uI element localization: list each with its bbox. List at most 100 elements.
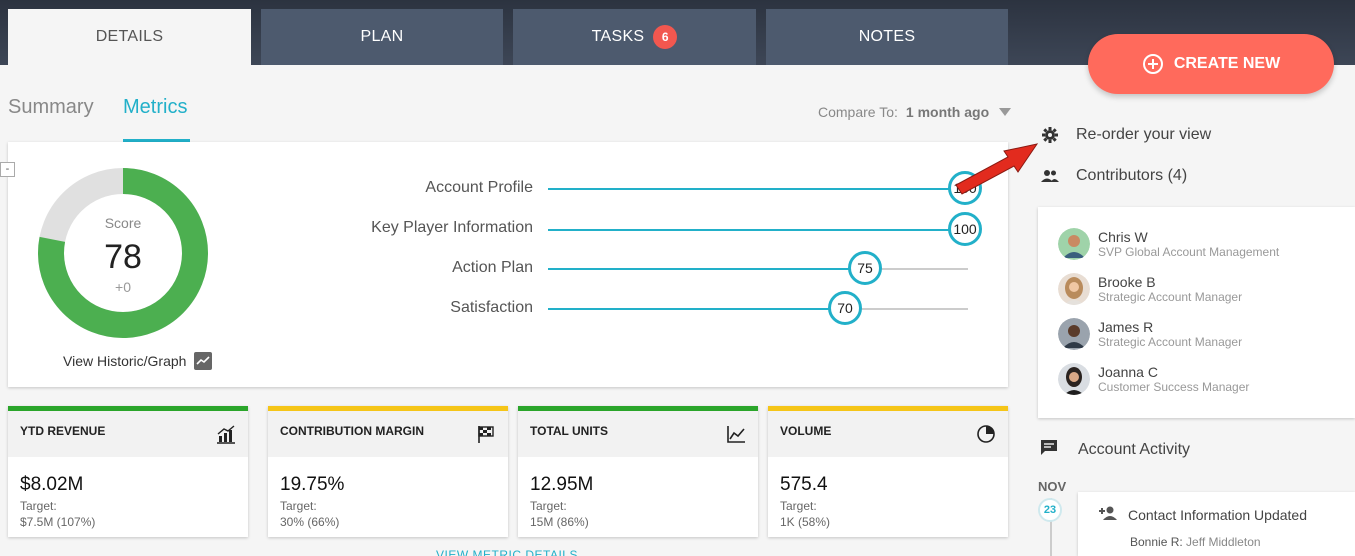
comment-icon [1040, 438, 1058, 461]
timeline-line [1050, 498, 1052, 556]
tab-notes[interactable]: NOTES [766, 9, 1008, 65]
people-icon [1040, 169, 1060, 183]
kpi-value: 19.75% [280, 474, 345, 495]
kpi-title: YTD REVENUE [20, 424, 106, 438]
metric-fill [548, 188, 965, 190]
metric-label-account-profile: Account Profile [425, 179, 533, 196]
kpi-target: 30% (66%) [280, 515, 340, 529]
tab-details[interactable]: DETAILS [8, 9, 251, 65]
kpi-target-label: Target: [780, 499, 817, 513]
event-user: Bonnie R: [1130, 535, 1183, 549]
score-value: 78 [104, 238, 142, 276]
contributor-item[interactable]: James R Strategic Account Manager [1058, 318, 1242, 350]
contributor-name: Brooke B [1098, 273, 1156, 290]
kpi-target-label: Target: [530, 499, 567, 513]
view-metric-details-link[interactable]: VIEW METRIC DETAILS [436, 548, 578, 556]
metric-label-key-player: Key Player Information [371, 219, 533, 236]
view-historic-link[interactable]: View Historic/Graph [63, 352, 213, 370]
score-donut [38, 168, 208, 338]
contributor-item[interactable]: Brooke B Strategic Account Manager [1058, 273, 1242, 305]
plus-circle-icon [1142, 54, 1163, 74]
reorder-view-link[interactable]: Re-order your view [1040, 126, 1211, 144]
tab-label: PLAN [360, 28, 404, 45]
kpi-target-label: Target: [20, 499, 57, 513]
tab-tasks[interactable]: TASKS 6 [513, 9, 756, 65]
contributor-role: Customer Success Manager [1098, 379, 1250, 394]
activity-event-title: Contact Information Updated [1098, 506, 1307, 523]
metric-fill [548, 268, 865, 270]
activity-event-card[interactable] [1078, 492, 1355, 556]
contributor-name: Chris W [1098, 228, 1148, 245]
metric-knob[interactable]: 70 [828, 291, 862, 325]
collapse-toggle[interactable]: - [0, 162, 15, 177]
contributor-name: Joanna C [1098, 363, 1158, 380]
line-chart-icon [727, 426, 745, 443]
kpi-status-bar [518, 406, 758, 411]
kpi-card-volume[interactable]: VOLUME 575.4 Target: 1K (58%) [768, 406, 1008, 537]
contributor-item[interactable]: Joanna C Customer Success Manager [1058, 363, 1249, 395]
trend-icon [194, 352, 213, 370]
kpi-status-bar [268, 406, 508, 411]
metric-label-satisfaction: Satisfaction [450, 299, 533, 316]
pie-chart-icon [977, 425, 995, 443]
kpi-value: $8.02M [20, 474, 84, 495]
contributors-header[interactable]: Contributors (4) [1040, 167, 1187, 185]
kpi-card-ytd-revenue[interactable]: YTD REVENUE $8.02M Target: $7.5M (107%) [8, 406, 248, 537]
kpi-title: TOTAL UNITS [530, 424, 608, 438]
metric-knob[interactable]: 75 [848, 251, 882, 285]
compare-to-dropdown[interactable]: Compare To: 1 month ago [818, 104, 1012, 120]
bar-chart-icon [217, 425, 235, 444]
contributor-role: Strategic Account Manager [1098, 289, 1243, 304]
kpi-card-total-units[interactable]: TOTAL UNITS 12.95M Target: 15M (86%) [518, 406, 758, 537]
caret-down-icon [999, 108, 1012, 116]
kpi-card-contribution-margin[interactable]: CONTRIBUTION MARGIN 19.75% Target: 30% (6… [268, 406, 508, 537]
compare-label: Compare To: [818, 104, 898, 120]
subtab-metrics[interactable]: Metrics [123, 96, 188, 118]
kpi-target: 1K (58%) [780, 515, 831, 529]
contributor-role: SVP Global Account Management [1098, 244, 1280, 259]
timeline-month: NOV [1038, 479, 1067, 494]
donut-score-arc [38, 168, 208, 338]
compare-value: 1 month ago [905, 104, 990, 120]
tab-label: DETAILS [95, 28, 164, 45]
metric-track: 75 [548, 251, 968, 285]
contributors-label: Contributors (4) [1076, 167, 1188, 184]
metric-fill [548, 308, 845, 310]
kpi-value: 12.95M [530, 474, 594, 495]
contributor-name: James R [1098, 318, 1154, 335]
metric-track: 70 [548, 291, 968, 325]
kpi-target: 15M (86%) [530, 515, 589, 529]
account-activity-label: Account Activity [1078, 440, 1191, 458]
timeline-day: 23 [1038, 498, 1062, 522]
create-new-label: CREATE NEW [1173, 55, 1281, 72]
contributors-card [1038, 207, 1355, 418]
kpi-status-bar [8, 406, 248, 411]
metric-label-action-plan: Action Plan [452, 259, 533, 276]
metric-knob[interactable]: 100 [948, 212, 982, 246]
contributor-item[interactable]: Chris W SVP Global Account Management [1058, 228, 1279, 260]
score-label: Score [104, 215, 142, 231]
event-title-text: Contact Information Updated [1128, 506, 1307, 523]
tab-plan[interactable]: PLAN [261, 9, 503, 65]
avatar [1058, 228, 1090, 260]
avatar [1058, 273, 1090, 305]
kpi-status-bar [768, 406, 1008, 411]
contributor-role: Strategic Account Manager [1098, 334, 1243, 349]
person-add-icon [1098, 506, 1118, 523]
account-activity-header[interactable]: Account Activity [1040, 438, 1190, 461]
score-card [8, 142, 1008, 387]
kpi-target-label: Target: [280, 499, 317, 513]
kpi-target: $7.5M (107%) [20, 515, 96, 529]
kpi-title: VOLUME [780, 424, 832, 438]
metric-fill [548, 229, 965, 231]
active-subtab-indicator [123, 139, 190, 142]
historic-label: View Historic/Graph [63, 353, 187, 369]
avatar [1058, 318, 1090, 350]
create-new-button[interactable]: CREATE NEW [1088, 34, 1334, 94]
avatar [1058, 363, 1090, 395]
tab-label: NOTES [858, 28, 916, 45]
score-delta: +0 [115, 279, 131, 295]
activity-event-detail: Bonnie R: Jeff Middleton [1130, 535, 1261, 549]
tasks-count-badge: 6 [653, 25, 678, 49]
subtab-summary[interactable]: Summary [8, 96, 94, 118]
